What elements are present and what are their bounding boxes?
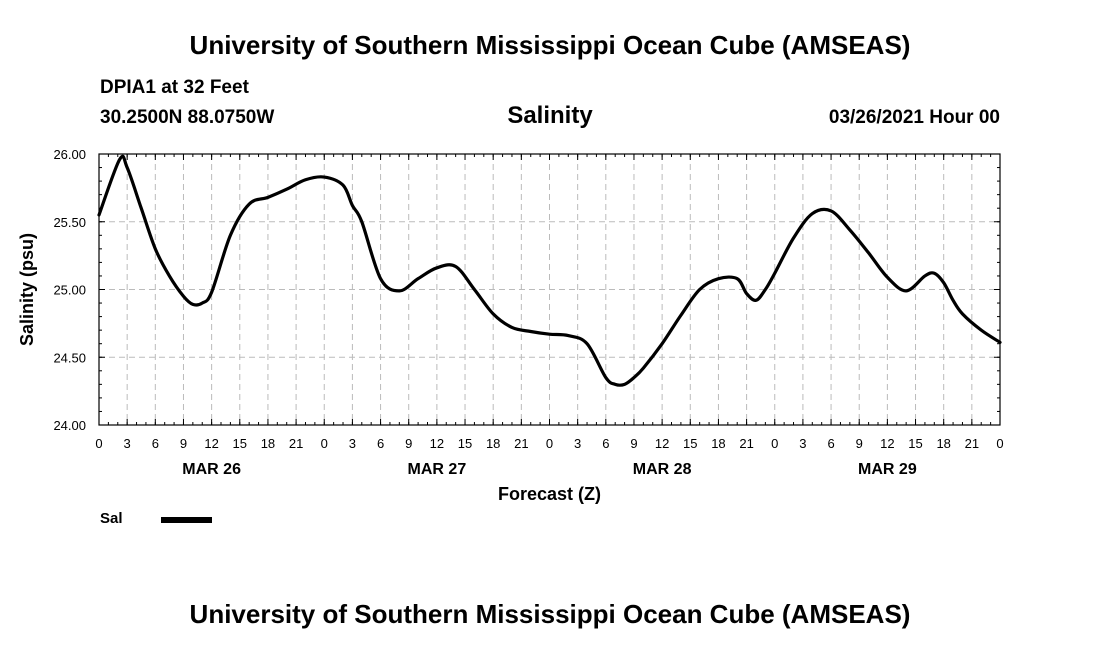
series-layer — [97, 154, 1002, 387]
x-tick-label: 6 — [602, 436, 609, 451]
x-tick-label: 9 — [405, 436, 412, 451]
x-tick-label: 15 — [458, 436, 472, 451]
grid-lines — [99, 154, 1000, 425]
x-tick-label: 15 — [908, 436, 922, 451]
legend-label: Sal — [100, 510, 123, 527]
x-tick-label: 21 — [965, 436, 979, 451]
station-name: DPIA1 at 32 Feet — [100, 77, 249, 98]
x-tick-label: 21 — [739, 436, 753, 451]
x-tick-label: 9 — [630, 436, 637, 451]
x-tick-label: 0 — [321, 436, 328, 451]
y-tick-label: 24.00 — [53, 418, 86, 433]
x-tick-label: 9 — [856, 436, 863, 451]
axis-labels: 0 3 6 9 12 15 18 21 0 3 6 9 12 15 18 21 0 3 6 9 12 15 18 21 0 3 6 9… — [53, 147, 1003, 478]
x-tick-label: 18 — [711, 436, 725, 451]
x-tick-label: 0 — [95, 436, 102, 451]
day-label: MAR 28 — [633, 461, 692, 478]
x-tick-label: 0 — [771, 436, 778, 451]
x-tick-label: 0 — [996, 436, 1003, 451]
x-tick-label: 6 — [827, 436, 834, 451]
x-tick-label: 3 — [799, 436, 806, 451]
x-tick-label: 12 — [880, 436, 894, 451]
y-axis-title: Salinity (psu) — [17, 233, 37, 346]
x-tick-label: 18 — [486, 436, 500, 451]
day-label: MAR 27 — [408, 461, 467, 478]
x-tick-label: 18 — [936, 436, 950, 451]
x-tick-label: 0 — [546, 436, 553, 451]
y-tick-label: 26.00 — [53, 147, 86, 162]
plot-frame — [98, 153, 1001, 426]
series-line-sal — [97, 154, 1002, 387]
station-coordinates: 30.2500N 88.0750W — [100, 107, 275, 128]
forecast-datetime: 03/26/2021 Hour 00 — [828, 107, 1000, 128]
x-tick-label: 21 — [289, 436, 303, 451]
top-title: University of Southern Mississippi Ocean… — [189, 30, 911, 60]
y-tick-label: 24.50 — [53, 350, 86, 365]
x-axis-title: Forecast (Z) — [498, 484, 601, 504]
x-tick-label: 9 — [180, 436, 187, 451]
x-tick-label: 12 — [655, 436, 669, 451]
variable-title: Salinity — [507, 102, 593, 129]
x-tick-label: 3 — [574, 436, 581, 451]
axes — [98, 153, 1001, 426]
x-tick-label: 18 — [261, 436, 275, 451]
day-label: MAR 29 — [858, 461, 917, 478]
x-tick-label: 21 — [514, 436, 528, 451]
x-tick-label: 12 — [204, 436, 218, 451]
x-tick-label: 6 — [152, 436, 159, 451]
x-tick-label: 3 — [349, 436, 356, 451]
x-tick-label: 6 — [377, 436, 384, 451]
x-tick-label: 3 — [124, 436, 131, 451]
x-tick-label: 15 — [233, 436, 247, 451]
bottom-title: University of Southern Mississippi Ocean… — [189, 599, 911, 629]
y-tick-label: 25.00 — [53, 283, 86, 298]
x-tick-label: 12 — [430, 436, 444, 451]
day-label: MAR 26 — [182, 461, 241, 478]
x-tick-label: 15 — [683, 436, 697, 451]
legend-line-swatch — [161, 517, 212, 523]
y-tick-label: 25.50 — [53, 215, 86, 230]
